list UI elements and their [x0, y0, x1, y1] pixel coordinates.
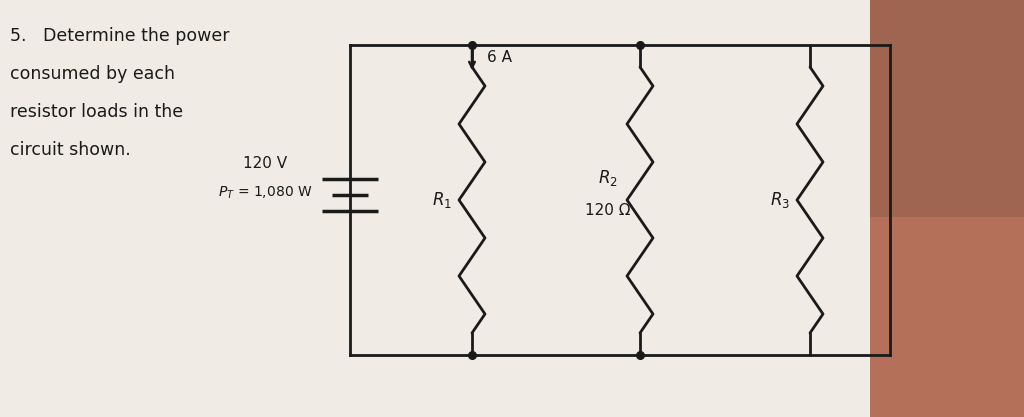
Text: circuit shown.: circuit shown.	[10, 141, 131, 159]
Bar	[0, 0, 900, 417]
Text: 120 V: 120 V	[243, 156, 287, 171]
Text: 6 A: 6 A	[487, 50, 512, 65]
Text: resistor loads in the: resistor loads in the	[10, 103, 183, 121]
Text: 5.   Determine the power: 5. Determine the power	[10, 27, 229, 45]
Bar	[870, 0, 1024, 217]
Text: 120 Ω: 120 Ω	[586, 203, 631, 218]
Text: consumed by each: consumed by each	[10, 65, 175, 83]
Text: $R_1$: $R_1$	[432, 190, 452, 210]
Bar	[870, 0, 1024, 417]
Text: $R_2$: $R_2$	[598, 168, 617, 188]
Text: $P_T$ = 1,080 W: $P_T$ = 1,080 W	[218, 185, 312, 201]
Text: $R_3$: $R_3$	[770, 190, 791, 210]
